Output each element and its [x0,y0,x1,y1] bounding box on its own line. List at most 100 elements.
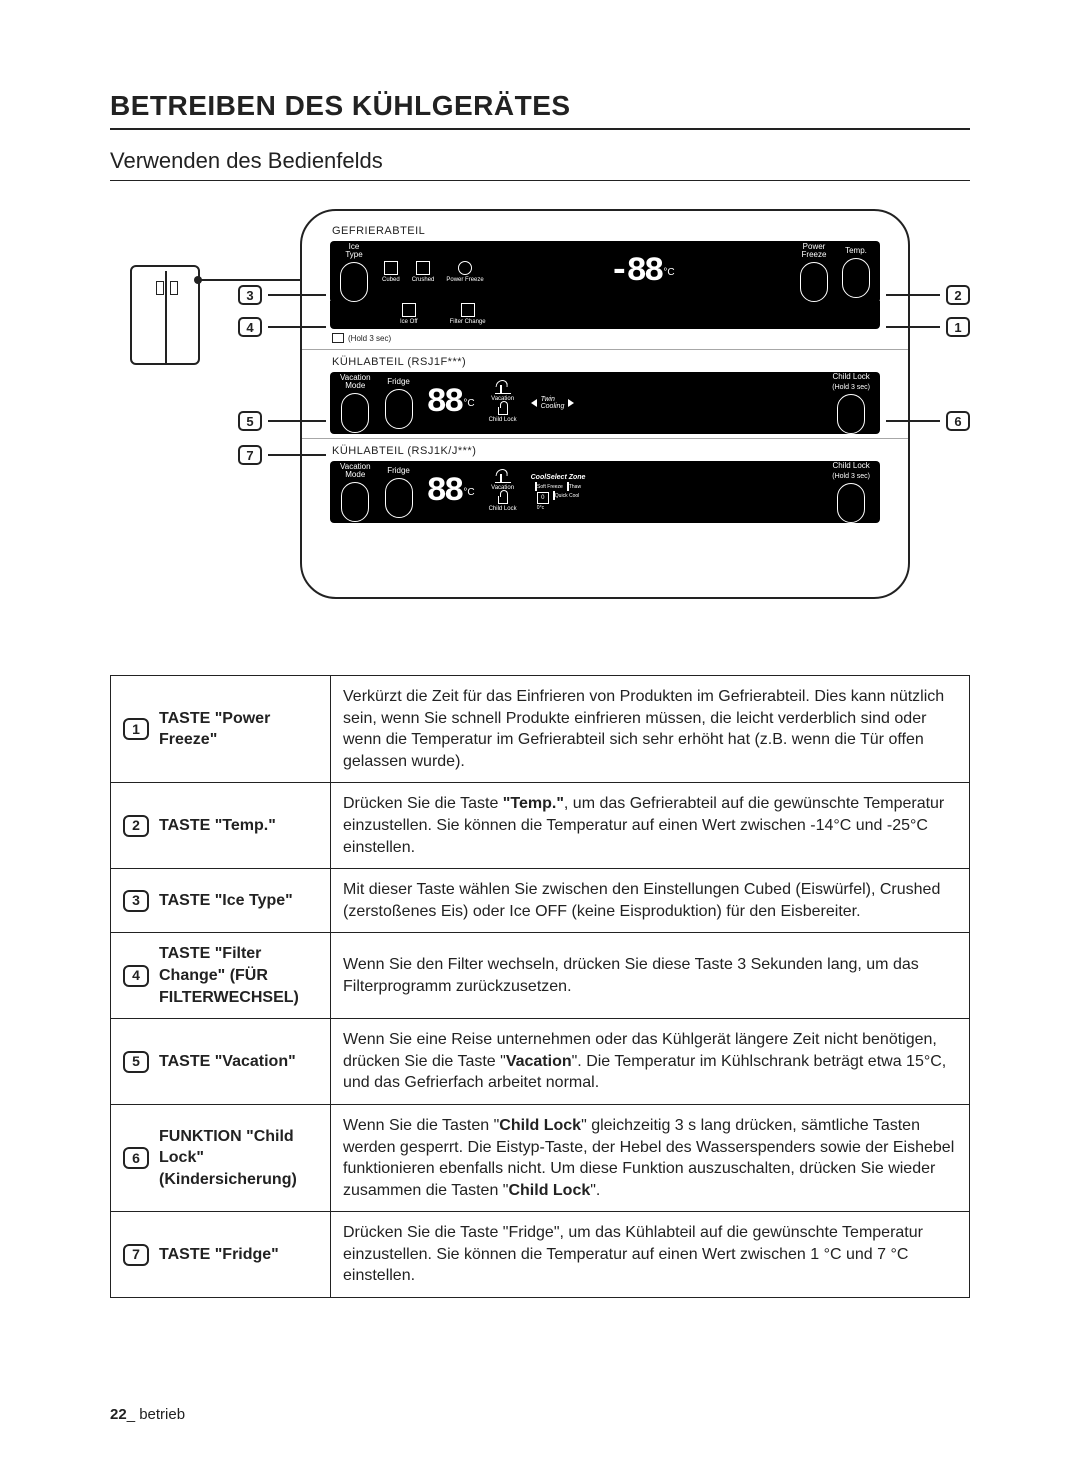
callout-7: 7 [238,445,326,465]
child-lock-button-b[interactable] [837,483,865,523]
table-row: 1 TASTE "Power Freeze" Verkürzt die Zeit f… [111,676,970,783]
vacation-mode-label-a: Vacation Mode [340,374,371,390]
page: BETREIBEN DES KÜHLGERÄTES Verwenden des … [0,0,1080,1483]
table-row: 5 TASTE "Vacation" Wenn Sie eine Reise unt… [111,1019,970,1105]
freezer-display-row2: Ice Off Filter Change [330,301,880,329]
label-freezer: GEFRIERABTEIL [332,225,880,237]
vacation-button-a[interactable] [341,393,369,433]
table-desc-cell: Mit dieser Taste wählen Sie zwischen den… [331,869,970,933]
fridge-a-display: Vacation Mode Fridge 88 °C Vacation Chil… [330,372,880,434]
callout-2: 2 [886,285,970,305]
fridge-button-b[interactable] [385,478,413,518]
table-key-cell: 1 TASTE "Power Freeze" [111,676,331,783]
row-number-badge: 2 [123,815,149,837]
fridge-illustration [130,265,200,365]
callout-5: 5 [238,411,326,431]
vacation-button-b[interactable] [341,482,369,522]
table-row: 7 TASTE "Fridge" Drücken Sie die Taste "Fr… [111,1212,970,1298]
child-lock-icon-b [498,496,508,504]
table-row: 3 TASTE "Ice Type" Mit dieser Taste wählen… [111,869,970,933]
temp-label: Temp. [845,247,867,255]
table-key-cell: 4 TASTE "Filter Change" (FÜR FILTERWECHSE… [111,933,331,1019]
child-lock-icon-a [498,407,508,415]
ice-type-button[interactable] [340,262,368,302]
table-key-cell: 7 TASTE "Fridge" [111,1212,331,1298]
vacation-icon-a [495,384,511,394]
hold-3sec-freezer: (Hold 3 sec) [332,333,880,343]
row-number-badge: 6 [123,1147,149,1169]
vacation-icon-b [495,473,511,483]
page-subtitle: Verwenden des Bedienfelds [110,148,970,181]
definitions-tbody: 1 TASTE "Power Freeze" Verkürzt die Zeit f… [111,676,970,1298]
footer-page-number: 22 [110,1406,127,1423]
child-lock-label-b: Child Lock [832,462,869,470]
row-number-badge: 3 [123,890,149,912]
table-desc-cell: Drücken Sie die Taste "Fridge", um das K… [331,1212,970,1298]
table-row: 4 TASTE "Filter Change" (FÜR FILTERWECHSE… [111,933,970,1019]
table-key-cell: 5 TASTE "Vacation" [111,1019,331,1105]
fridge-a-digits: 88 [427,384,462,422]
label-fridge-b: KÜHLABTEIL (RSJ1K/J***) [332,445,880,457]
child-lock-button-a[interactable] [837,394,865,434]
row-key-label: TASTE "Temp." [159,815,276,837]
separator-1 [302,349,908,350]
fridge-b-deg: °C [463,487,474,498]
ice-off-icon [402,303,416,317]
cubed-icon [384,261,398,275]
page-title: BETREIBEN DES KÜHLGERÄTES [110,90,970,130]
coolselect-zone-label: CoolSelect Zone [531,474,586,481]
table-desc-cell: Verkürzt die Zeit für das Einfrieren von… [331,676,970,783]
temp-button[interactable] [842,258,870,298]
hold-icon [332,333,344,343]
row-key-label: TASTE "Vacation" [159,1051,296,1073]
table-desc-cell: Wenn Sie eine Reise unternehmen oder das… [331,1019,970,1105]
fridge-button-a[interactable] [385,389,413,429]
crushed-icon [416,261,430,275]
footer-label: _ betrieb [127,1406,185,1423]
callout-4: 4 [238,317,326,337]
pointer-line [198,279,312,281]
control-panel-diagram: GEFRIERABTEIL Ice Type Cubed Crushed Pow… [110,205,970,605]
vacation-mode-label-b: Vacation Mode [340,463,371,479]
table-desc-cell: Drücken Sie die Taste "Temp.", um das Ge… [331,783,970,869]
child-lock-hold-a: (Hold 3 sec) [832,384,870,391]
child-lock-hold-b: (Hold 3 sec) [832,473,870,480]
row-number-badge: 1 [123,718,149,740]
fridge-label-a: Fridge [387,378,410,386]
filter-change-icon [461,303,475,317]
table-key-cell: 6 FUNKTION "Child Lock" (Kindersicherung) [111,1104,331,1211]
page-footer: 22_ betrieb [110,1406,185,1423]
freezer-temp-digits: -88 [609,253,661,291]
arrow-left-icon [531,399,537,407]
definitions-table: 1 TASTE "Power Freeze" Verkürzt die Zeit f… [110,675,970,1298]
freezer-display: Ice Type Cubed Crushed Power Freeze -88 … [330,241,880,303]
callout-3: 3 [238,285,326,305]
table-row: 2 TASTE "Temp." Drücken Sie die Taste "Tem… [111,783,970,869]
table-key-cell: 3 TASTE "Ice Type" [111,869,331,933]
table-row: 6 FUNKTION "Child Lock" (Kindersicherung)… [111,1104,970,1211]
freezer-icons: Cubed Crushed Power Freeze [382,261,484,283]
row-key-label: TASTE "Filter Change" (FÜR FILTERWECHSEL… [159,943,318,1008]
row-number-badge: 4 [123,965,149,987]
zero-zone-icon: 0 [537,492,549,504]
coolselect-icons: Soft Freeze Thaw [535,483,581,490]
fridge-label-b: Fridge [387,467,410,475]
table-desc-cell: Wenn Sie die Tasten "Child Lock" gleichz… [331,1104,970,1211]
child-lock-label-a: Child Lock [832,373,869,381]
row-number-badge: 5 [123,1051,149,1073]
power-freeze-button[interactable] [800,262,828,302]
row-key-label: TASTE "Fridge" [159,1244,279,1266]
row-key-label: TASTE "Ice Type" [159,890,293,912]
row-key-label: FUNKTION "Child Lock" (Kindersicherung) [159,1126,318,1191]
table-desc-cell: Wenn Sie den Filter wechseln, drücken Si… [331,933,970,1019]
callout-1: 1 [886,317,970,337]
power-freeze-icon [458,261,472,275]
callout-6: 6 [886,411,970,431]
panel-bubble: GEFRIERABTEIL Ice Type Cubed Crushed Pow… [300,209,910,599]
row-key-label: TASTE "Power Freeze" [159,708,318,751]
row-number-badge: 7 [123,1244,149,1266]
power-freeze-label: Power Freeze [802,243,827,259]
separator-2 [302,438,908,439]
arrow-right-icon [568,399,574,407]
twin-cooling-label: Twin Cooling [541,396,565,410]
